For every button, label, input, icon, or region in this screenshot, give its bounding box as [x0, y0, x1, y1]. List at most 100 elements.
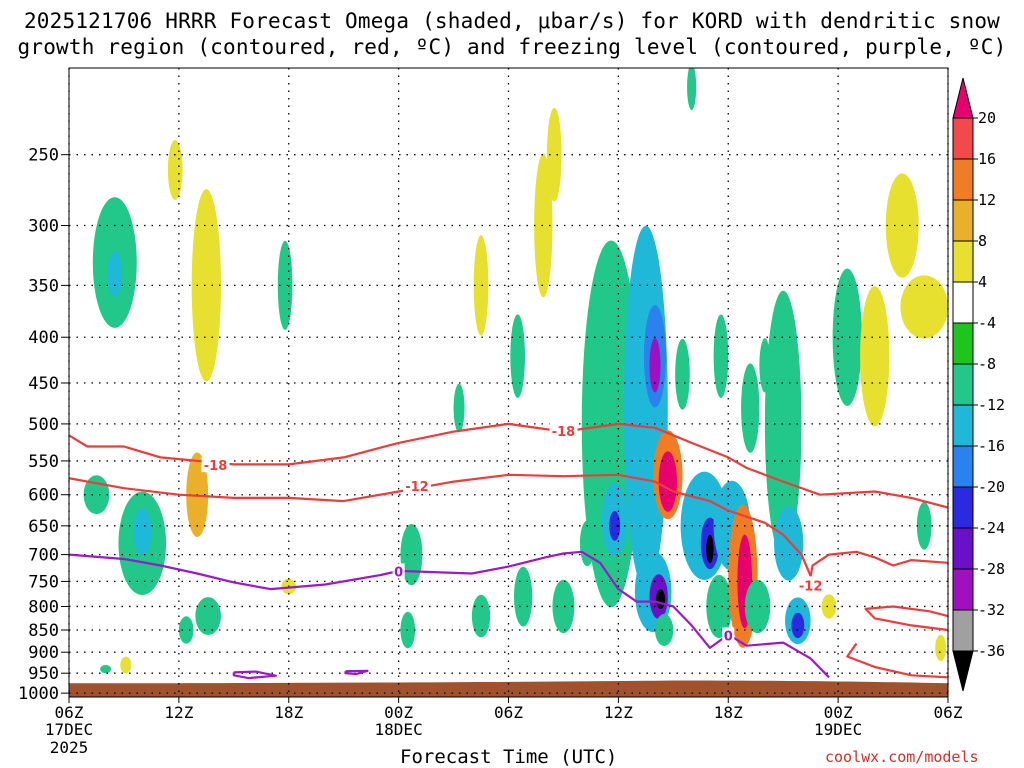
omega-blob-46 — [744, 579, 771, 634]
contour-minus-12-low2 — [846, 642, 948, 679]
y-tick-label-450: 450 — [28, 374, 59, 394]
y-tick-label-850: 850 — [28, 621, 59, 641]
colorbar-band-12 — [952, 609, 974, 652]
credit-text: coolwx.com/models — [825, 748, 979, 766]
colorbar-top-arrow — [952, 77, 974, 119]
x-tick-label-42: 00Z — [824, 703, 853, 722]
omega-blob-5 — [167, 139, 183, 200]
contour-label-freezing-0-0: 0 — [394, 565, 403, 580]
colorbar-label-13: -36 — [978, 642, 1005, 660]
y-tick-label-300: 300 — [28, 216, 59, 236]
omega-blob-59 — [100, 664, 112, 674]
colorbar-band-10 — [952, 527, 974, 570]
contour-freezing-0-blob1 — [232, 670, 277, 680]
omega-blob-40 — [706, 574, 732, 639]
y-tick-label-800: 800 — [28, 597, 59, 617]
omega-blob-56 — [935, 634, 947, 661]
colorbar-label-5: -4 — [978, 314, 996, 332]
y-tick-label-500: 500 — [28, 415, 59, 435]
omega-blob-8 — [195, 597, 221, 636]
omega-blob-16 — [471, 594, 491, 638]
omega-blob-18 — [513, 566, 533, 627]
omega-blob-39 — [713, 314, 729, 398]
y-tick-label-550: 550 — [28, 452, 59, 472]
colorbar-band-1 — [952, 158, 974, 201]
y-tick-label-250: 250 — [28, 146, 59, 166]
y-tick-label-350: 350 — [28, 276, 59, 296]
contour-label-freezing-0-1: 0 — [724, 629, 733, 644]
omega-blob-50 — [791, 612, 805, 639]
contour-minus-12-low — [864, 605, 948, 632]
x-tick-year-0: 2025 — [50, 738, 89, 757]
colorbar-band-8 — [952, 445, 974, 488]
colorbar: 20 16 12 8 4 -4 -8 -12 -16 -20 -24 -28 -32 -36 — [952, 77, 1005, 692]
omega-blob-53 — [860, 286, 890, 427]
x-tick-label-36: 18Z — [714, 703, 743, 722]
omega-blob-2 — [107, 251, 123, 297]
colorbar-label-6: -8 — [978, 355, 996, 373]
contour-minus-18 — [69, 422, 948, 509]
ground-surface — [69, 680, 948, 697]
x-tick-label-30: 12Z — [604, 703, 633, 722]
contour-label-minus-18-1: -18 — [552, 425, 576, 440]
contour-label-minus-12-0: -12 — [405, 480, 429, 495]
omega-blob-21 — [552, 579, 575, 634]
omega-blob-51 — [821, 594, 837, 619]
omega-blob-14 — [453, 383, 465, 433]
omega-blob-15 — [473, 235, 489, 336]
omega-blob-33 — [658, 451, 677, 512]
omega-blob-26 — [623, 225, 668, 591]
omega-blob-6 — [191, 189, 221, 382]
omega-blob-38 — [706, 534, 714, 564]
x-tick-label-12: 18Z — [274, 703, 303, 722]
contour-label-bg-minus-12-0 — [402, 478, 431, 494]
y-tick-label-650: 650 — [28, 517, 59, 537]
colorbar-label-10: -24 — [978, 519, 1005, 537]
contour-lines: -18 -18 -12 -12 0 0 — [69, 422, 948, 680]
colorbar-band-5 — [952, 322, 974, 365]
y-tick-label-400: 400 — [28, 328, 59, 348]
x-tick-date-42: 19DEC — [814, 720, 862, 739]
contour-label-bg-minus-12-1 — [796, 577, 825, 593]
contour-label-bg-minus-18-1 — [549, 422, 578, 438]
contour-freezing-0-blob2 — [344, 669, 369, 676]
omega-blob-48 — [774, 506, 804, 581]
y-tick-label-950: 950 — [28, 664, 59, 684]
x-tick-label-18: 00Z — [384, 703, 413, 722]
colorbar-label-9: -20 — [978, 478, 1005, 496]
omega-blob-52 — [832, 268, 862, 406]
colorbar-band-0 — [952, 117, 974, 160]
x-tick-label-6: 12Z — [164, 703, 193, 722]
colorbar-label-1: 16 — [978, 150, 996, 168]
y-tick-label-600: 600 — [28, 486, 59, 506]
omega-blob-20 — [546, 107, 562, 202]
omega-blob-12 — [400, 524, 423, 586]
y-axis-ticks: 2503003504004505005506006507007508008509… — [18, 146, 69, 704]
chart-title: 2025121706 HRRR Forecast Omega (shaded, … — [0, 8, 1024, 60]
omega-blob-58 — [687, 68, 697, 111]
colorbar-band-11 — [952, 568, 974, 611]
omega-blob-47 — [764, 290, 802, 558]
contour-minus-12 — [69, 473, 812, 577]
x-axis-label: Forecast Time (UTC) — [400, 746, 618, 768]
y-tick-label-900: 900 — [28, 643, 59, 663]
omega-blob-4 — [133, 508, 152, 556]
x-tick-label-24: 06Z — [494, 703, 523, 722]
omega-blob-17 — [510, 314, 525, 398]
colorbar-label-11: -28 — [978, 560, 1005, 578]
x-tick-date-0: 17DEC — [45, 720, 93, 739]
colorbar-label-0: 20 — [978, 109, 996, 127]
omega-blob-19 — [534, 153, 553, 298]
colorbar-label-7: -12 — [978, 396, 1005, 414]
omega-blob-41 — [741, 363, 760, 453]
omega-blob-9 — [178, 616, 194, 644]
contour-minus-12-east — [809, 550, 948, 577]
colorbar-label-2: 12 — [978, 191, 996, 209]
colorbar-band-9 — [952, 486, 974, 529]
colorbar-bottom-arrow — [952, 650, 974, 692]
colorbar-band-6 — [952, 363, 974, 406]
contour-label-bg-freezing-0-1 — [722, 627, 735, 643]
contour-label-bg-minus-18-0 — [201, 457, 230, 473]
omega-shading — [83, 68, 948, 674]
